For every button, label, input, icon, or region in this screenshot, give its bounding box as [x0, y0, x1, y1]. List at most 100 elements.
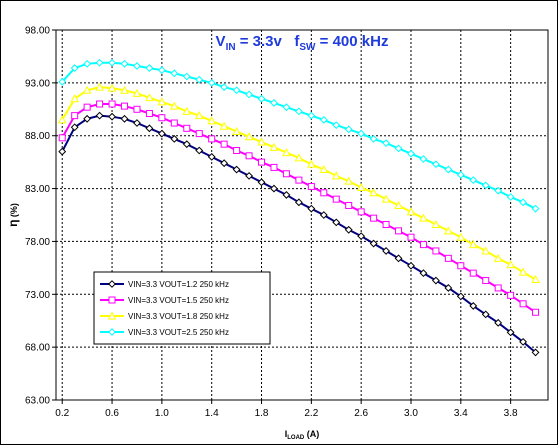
data-point [519, 337, 527, 346]
data-point [83, 59, 92, 68]
data-point [219, 121, 229, 130]
data-point [518, 267, 528, 276]
data-point [195, 130, 203, 138]
data-point [182, 140, 191, 149]
data-point [170, 119, 178, 127]
series-2 [58, 100, 540, 316]
data-point [332, 121, 341, 130]
legend: VIN=3.3 VOUT=1.2 250 kHz VIN=3.3 VOUT=1.5… [93, 271, 271, 345]
data-point [257, 94, 266, 103]
data-point [120, 85, 129, 94]
legend-marker [108, 296, 116, 304]
x-axis-title-main: I [285, 429, 288, 439]
legend-marker [108, 328, 116, 336]
y-tick-label: 78.00 [25, 237, 50, 248]
data-point [469, 302, 478, 310]
data-point [482, 277, 490, 285]
data-point [95, 82, 104, 91]
annotation-fsw-rest: = 400 kHz [315, 33, 388, 50]
data-point [133, 105, 141, 113]
data-point [95, 111, 104, 120]
data-point [70, 94, 80, 103]
data-point [169, 101, 179, 110]
data-point [232, 165, 241, 174]
data-point [269, 142, 279, 151]
data-point [369, 134, 378, 143]
data-point [270, 99, 278, 107]
data-point [307, 111, 316, 120]
data-point [58, 147, 67, 156]
data-point [531, 274, 540, 283]
data-point [71, 112, 79, 120]
data-point [519, 300, 527, 308]
data-point [481, 310, 490, 319]
data-point [394, 254, 403, 263]
data-point [220, 83, 229, 91]
data-point [294, 153, 304, 162]
data-point [307, 182, 315, 190]
data-point [319, 211, 328, 219]
y-tick-label: 73.00 [25, 290, 50, 301]
data-point [395, 227, 403, 235]
data-point [107, 83, 117, 92]
x-tick-label: 1.4 [205, 408, 219, 419]
data-point [332, 195, 340, 203]
data-point [282, 170, 290, 178]
data-point [468, 240, 478, 249]
data-point [381, 194, 391, 203]
legend-entry: VIN=3.3 VOUT=1.5 250 kHz [128, 296, 229, 305]
data-point [356, 182, 366, 192]
legend-entry: VIN=3.3 VOUT=2.5 250 kHz [128, 328, 229, 337]
data-point [170, 134, 179, 143]
data-point [244, 132, 254, 141]
data-point [195, 75, 204, 84]
data-point [394, 144, 403, 153]
data-point [382, 221, 390, 229]
data-point [145, 93, 154, 102]
y-tick-label: 98.00 [25, 26, 50, 37]
x-tick-label: 3.8 [504, 408, 518, 419]
data-point [444, 165, 453, 174]
data-point [506, 193, 515, 201]
legend-marker [107, 311, 117, 320]
data-point [58, 134, 66, 142]
legend-entry: VIN=3.3 VOUT=1.2 250 kHz [128, 280, 229, 289]
data-point [207, 116, 217, 125]
data-point [357, 232, 366, 241]
data-point [419, 213, 428, 222]
data-point [157, 129, 166, 138]
data-point [357, 208, 365, 216]
data-point [370, 214, 378, 222]
x-tick-label: 0.6 [105, 408, 119, 419]
data-point [232, 86, 241, 95]
x-axis-title-rest: (A) [304, 429, 319, 439]
data-point [481, 246, 491, 255]
chart-annotation: VIN = 3.3v fSW = 400 kHz [216, 33, 389, 53]
x-axis-title-sub: LOAD [287, 435, 305, 441]
data-point [207, 152, 216, 161]
data-point [170, 69, 179, 78]
series-4 [58, 58, 540, 213]
data-point [507, 291, 515, 299]
data-point [121, 102, 129, 110]
data-point [456, 232, 466, 241]
data-point [531, 348, 540, 357]
data-point [344, 176, 354, 185]
data-point [382, 139, 390, 148]
data-point [57, 115, 67, 124]
data-point [506, 328, 515, 337]
data-point [82, 85, 92, 94]
data-point [419, 155, 428, 163]
data-point [519, 198, 527, 207]
data-point [469, 269, 477, 277]
data-point [320, 189, 328, 197]
data-point [220, 159, 229, 168]
data-point [307, 204, 316, 213]
data-point [344, 125, 353, 134]
x-tick-label: 2.2 [304, 408, 318, 419]
data-point [419, 269, 428, 278]
data-point [245, 171, 253, 180]
annotation-fsw-sub: SW [299, 42, 316, 53]
